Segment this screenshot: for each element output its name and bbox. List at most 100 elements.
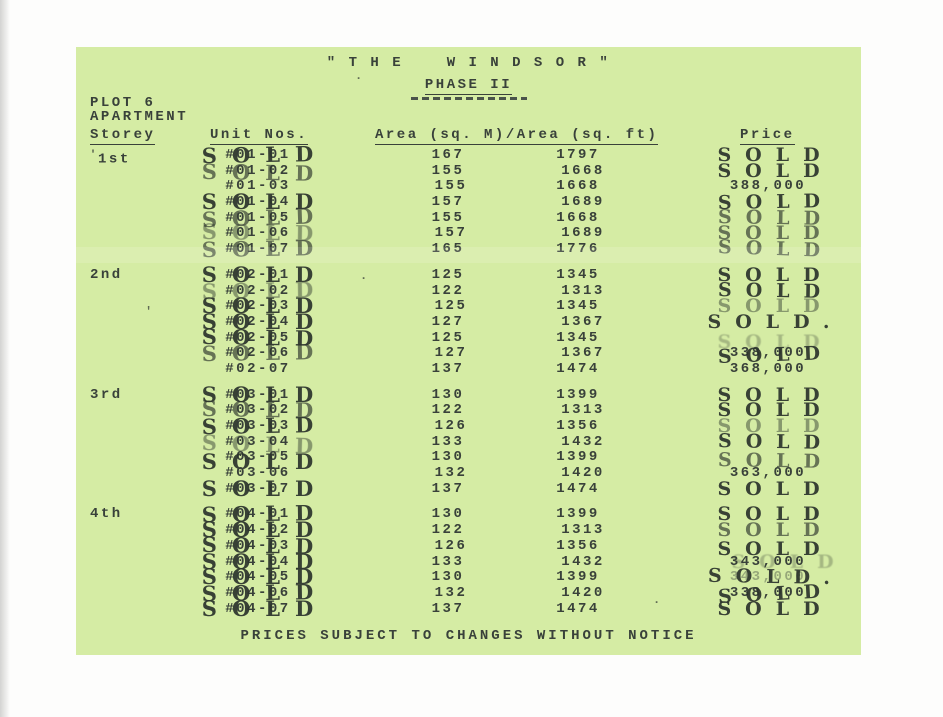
unit-cell: #04-01 SOLD: [176, 500, 340, 527]
area-sqm-cell: 133: [431, 553, 465, 570]
unit-number: #03-04: [225, 433, 291, 450]
area-sqft-cell: 1668: [561, 162, 605, 179]
unit-number: #04-04: [225, 553, 291, 570]
storey-cell: [76, 466, 176, 482]
area-sqm-cell: 130: [431, 449, 465, 466]
area-sqft-cell: 1776: [556, 241, 600, 258]
area-sqm-cell: 137: [431, 480, 465, 497]
unit-number: #02-05: [225, 329, 291, 346]
unit-number: #02-04: [225, 313, 291, 330]
storey-block: ' 1st #01-01 SOLD 167 1797 SOLD #01-02 SOLD 155 16…: [76, 141, 861, 262]
price-cell: SOLD: [717, 597, 861, 620]
area-sqm-cell: 155: [431, 209, 465, 226]
price-cell: SOLD: [717, 430, 861, 454]
unit-number: #02-03: [225, 298, 291, 315]
storey-cell: [76, 195, 176, 211]
storey-cell: [76, 586, 176, 602]
area-sqft-cell: 1367: [561, 313, 605, 330]
table-header-row: Storey Unit Nos. Area (sq. M)/Area (sq. …: [76, 127, 861, 147]
phase-label: PHASE II: [424, 77, 513, 95]
storey-cell: [76, 331, 176, 347]
footer-notice: PRICES SUBJECT TO CHANGES WITHOUT NOTICE: [240, 628, 697, 644]
unit-number: #01-02: [225, 162, 291, 179]
area-sqft-cell: 1313: [561, 282, 605, 299]
area-sqft-cell: 1689: [561, 194, 605, 211]
storey-cell: 2nd: [76, 266, 176, 284]
unit-number: #01-05: [225, 209, 291, 226]
area-sqft-cell: 1432: [561, 553, 605, 570]
price-cell: SOLD: [717, 520, 861, 541]
storey-cell: [76, 482, 176, 498]
storey-cell: ' 1st: [76, 148, 176, 168]
unit-number: #01-06: [225, 225, 291, 242]
price-cell: SOLD: [717, 160, 861, 181]
price-cell: 363,000: [720, 465, 861, 482]
storey-cell: [76, 555, 176, 571]
price-cell: 338,000 SOLD: [717, 580, 861, 608]
unit-cell: #01-07 SOLD: [176, 235, 340, 262]
area-sqft-cell: 1399: [556, 569, 600, 586]
area-sqft-cell: 1345: [556, 266, 600, 283]
area-sqft-cell: 1313: [561, 522, 605, 539]
unit-number: #04-06: [225, 584, 291, 601]
area-sqft-cell: 1399: [556, 449, 600, 466]
area-sqft-cell: 1313: [561, 402, 605, 419]
price-cell: SOLD: [717, 449, 861, 473]
area-sqft-cell: 1345: [556, 298, 600, 315]
area-sqft-cell: 1797: [556, 147, 600, 163]
unit-cell: #01-06 SOLD: [176, 219, 340, 246]
price-cell: SOLD: [717, 416, 861, 437]
storey-cell: [76, 299, 176, 315]
storey-label: 3rd: [90, 386, 123, 403]
storey-cell: [76, 346, 176, 362]
area-sqft-cell: 1474: [556, 480, 600, 497]
unit-cell: #02-07: [176, 360, 340, 378]
unit-cell: #02-04 SOLD: [176, 311, 340, 332]
unit-cell: #03-02 SOLD: [176, 396, 340, 423]
area-sqft-cell: 1474: [556, 360, 600, 377]
unit-cell: #04-07 SOLD: [176, 598, 340, 619]
unit-cell: #02-03 SOLD: [176, 295, 340, 316]
price-cell: SOLD: [717, 264, 861, 285]
header-price: Price: [740, 127, 795, 145]
unit-number: #03-01: [225, 386, 291, 403]
area-sqft-cell: 1689: [561, 225, 605, 242]
price-cell: SOLD: [717, 384, 861, 405]
unit-cell: #03-06: [176, 465, 340, 482]
area-sqft-cell: 1432: [561, 433, 605, 450]
price-cell: SOLD: [717, 478, 861, 499]
area-sqm-cell: 157: [431, 194, 465, 211]
unit-cell: #02-05 SOLD: [176, 323, 340, 350]
storey-cell: [76, 523, 176, 539]
table-row: #04-05 SOLD 130 1399 343,000 SOLD.: [76, 565, 861, 589]
unit-number: #02-07: [225, 360, 291, 377]
table-row: ' 1st #01-01 SOLD 167 1797 SOLD: [76, 141, 861, 168]
unit-cell: #04-05 SOLD: [176, 566, 340, 587]
unit-cell: #03-03 SOLD: [176, 412, 340, 439]
header-storey: Storey: [90, 127, 156, 145]
storey-cell: [76, 226, 176, 242]
table-row: #03-03 SOLD 126 1356 SOLD: [76, 412, 861, 439]
unit-cell: #02-02 SOLD: [176, 276, 340, 303]
area-sqft-cell: 1356: [556, 418, 600, 434]
unit-number: #02-01: [225, 266, 291, 283]
area-sqm-cell: 122: [431, 282, 465, 299]
area-sqm-cell: 127: [431, 313, 465, 330]
storey-label: 2nd: [90, 266, 123, 283]
area-sqm-cell: 167: [431, 147, 465, 163]
price-cell: SOLD: [717, 206, 861, 230]
scan-speck: .: [653, 593, 661, 607]
price-value: 388,000: [729, 178, 807, 195]
table-row: #02-04 SOLD 127 1367 SOLD.: [76, 311, 861, 333]
storey-cell: [76, 164, 176, 180]
area-sqm-cell: 122: [431, 402, 465, 419]
sold-stamp: SOLD: [717, 597, 834, 620]
table-row: 4th #04-01 SOLD 130 1399 SOLD: [76, 500, 861, 527]
price-cell: 368,000: [720, 361, 861, 378]
price-cell: SOLD: [717, 504, 861, 525]
area-sqm-cell: 126: [434, 537, 468, 554]
price-cell: SOLD: [717, 190, 861, 214]
table-row: #02-02 SOLD 122 1313 SOLD: [76, 276, 861, 303]
table-row: #02-07 137 1474 368,000: [76, 360, 861, 378]
price-cell: SOLD: [717, 278, 861, 302]
